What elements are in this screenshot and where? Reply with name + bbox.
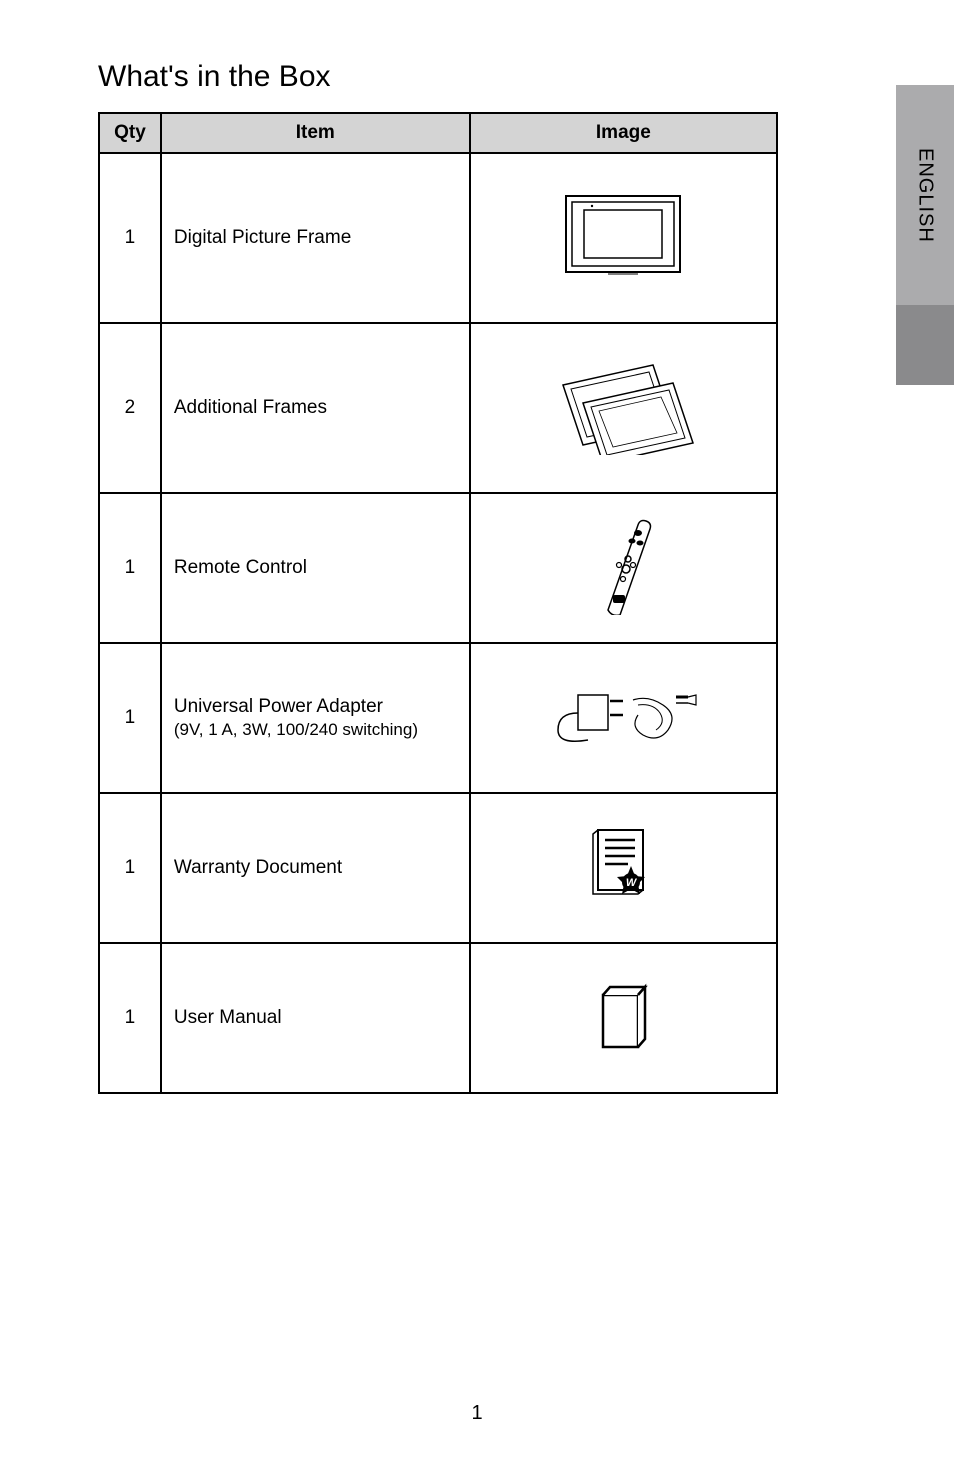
table-row: 1 Universal Power Adapter (9V, 1 A, 3W, … — [99, 643, 777, 793]
item-cell: Digital Picture Frame — [161, 153, 470, 323]
qty-cell: 1 — [99, 493, 161, 643]
item-cell: Universal Power Adapter (9V, 1 A, 3W, 10… — [161, 643, 470, 793]
item-cell: User Manual — [161, 943, 470, 1093]
language-label: ENGLISH — [914, 148, 937, 243]
image-cell: W — [470, 793, 777, 943]
image-cell — [470, 323, 777, 493]
contents-table: Qty Item Image 1 Digital Picture Frame 2 — [98, 112, 778, 1094]
table-row: 1 Warranty Document W — [99, 793, 777, 943]
additional-frames-icon — [543, 355, 703, 455]
qty-cell: 1 — [99, 643, 161, 793]
page-title: What's in the Box — [98, 60, 331, 94]
header-qty: Qty — [99, 113, 161, 153]
item-label: Universal Power Adapter — [174, 696, 383, 717]
header-image: Image — [470, 113, 777, 153]
item-sublabel: (9V, 1 A, 3W, 100/240 switching) — [174, 720, 457, 740]
svg-text:W: W — [626, 877, 638, 889]
qty-cell: 1 — [99, 793, 161, 943]
picture-frame-icon — [558, 188, 688, 283]
image-cell — [470, 643, 777, 793]
table-header-row: Qty Item Image — [99, 113, 777, 153]
remote-control-icon — [588, 515, 658, 615]
language-tab-inner: ENGLISH — [896, 85, 954, 305]
image-cell — [470, 153, 777, 323]
warranty-doc-icon: W — [583, 820, 663, 910]
image-cell — [470, 493, 777, 643]
item-cell: Warranty Document — [161, 793, 470, 943]
item-cell: Additional Frames — [161, 323, 470, 493]
power-adapter-icon — [548, 675, 698, 755]
user-manual-icon — [588, 975, 658, 1055]
page-number: 1 — [471, 1402, 482, 1425]
qty-cell: 1 — [99, 943, 161, 1093]
qty-cell: 2 — [99, 323, 161, 493]
table-row: 1 User Manual — [99, 943, 777, 1093]
language-tab: ENGLISH — [896, 85, 954, 385]
item-cell: Remote Control — [161, 493, 470, 643]
table-row: 1 Digital Picture Frame — [99, 153, 777, 323]
header-item: Item — [161, 113, 470, 153]
qty-cell: 1 — [99, 153, 161, 323]
image-cell — [470, 943, 777, 1093]
table-row: 2 Additional Frames — [99, 323, 777, 493]
table-row: 1 Remote Control — [99, 493, 777, 643]
